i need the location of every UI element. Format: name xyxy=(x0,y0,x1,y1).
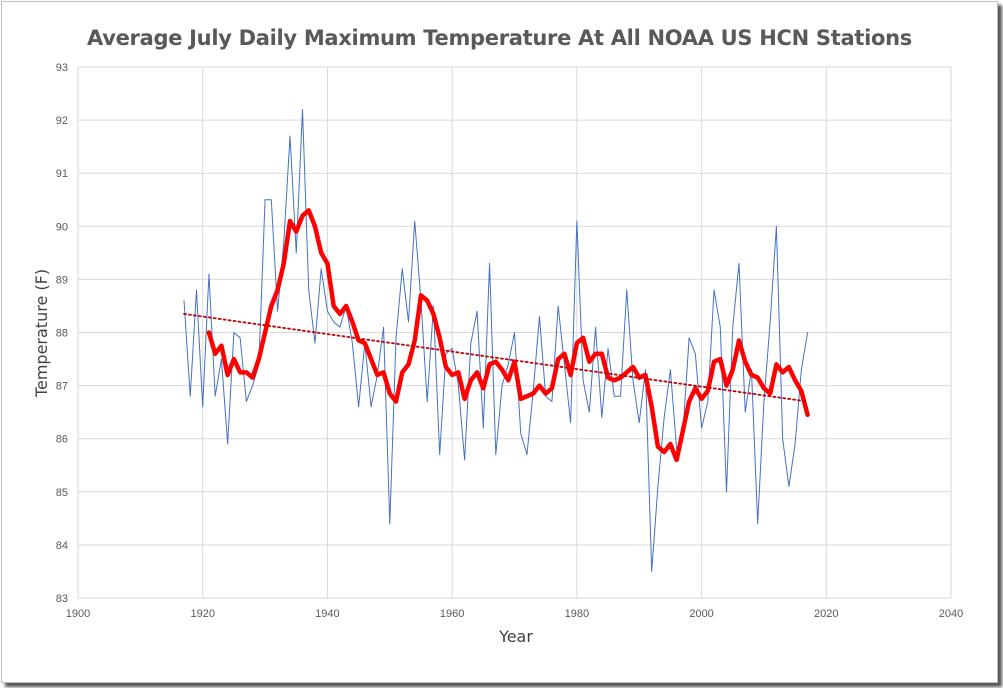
smoothed-series-line xyxy=(206,208,810,463)
y-tick-label: 89 xyxy=(56,274,68,286)
y-tick-label: 90 xyxy=(56,221,68,233)
y-axis-label: Temperature (F) xyxy=(32,269,51,398)
y-tick-label: 93 xyxy=(56,62,68,74)
x-tick-label: 1960 xyxy=(440,608,464,620)
chart-title: Average July Daily Maximum Temperature A… xyxy=(87,26,912,50)
y-tick-label: 83 xyxy=(56,593,68,605)
y-tick-label: 87 xyxy=(56,381,68,393)
y-tick-label: 85 xyxy=(56,487,68,499)
x-tick-label: 2040 xyxy=(939,608,963,620)
x-tick-label: 2000 xyxy=(689,608,713,620)
x-tick-label: 1980 xyxy=(565,608,589,620)
grid-lines xyxy=(77,66,952,599)
x-tick-label: 2020 xyxy=(814,608,838,620)
y-tick-label: 92 xyxy=(56,115,68,127)
x-tick-label: 1900 xyxy=(66,608,90,620)
x-tick-label: 1940 xyxy=(315,608,339,620)
series-lines xyxy=(183,108,810,572)
x-tick-label: 1920 xyxy=(190,608,214,620)
x-axis-label: Year xyxy=(498,627,533,646)
y-tick-label: 88 xyxy=(56,328,68,340)
y-tick-label: 86 xyxy=(56,434,68,446)
annual-series-line xyxy=(183,108,809,572)
y-tick-label: 84 xyxy=(56,540,68,552)
tick-labels: 83 84 85 86 87 88 89 90 91 92 93 1900 1920 1940 1960 19… xyxy=(56,62,963,620)
y-tick-label: 91 xyxy=(56,168,68,180)
trend-line xyxy=(183,313,809,403)
